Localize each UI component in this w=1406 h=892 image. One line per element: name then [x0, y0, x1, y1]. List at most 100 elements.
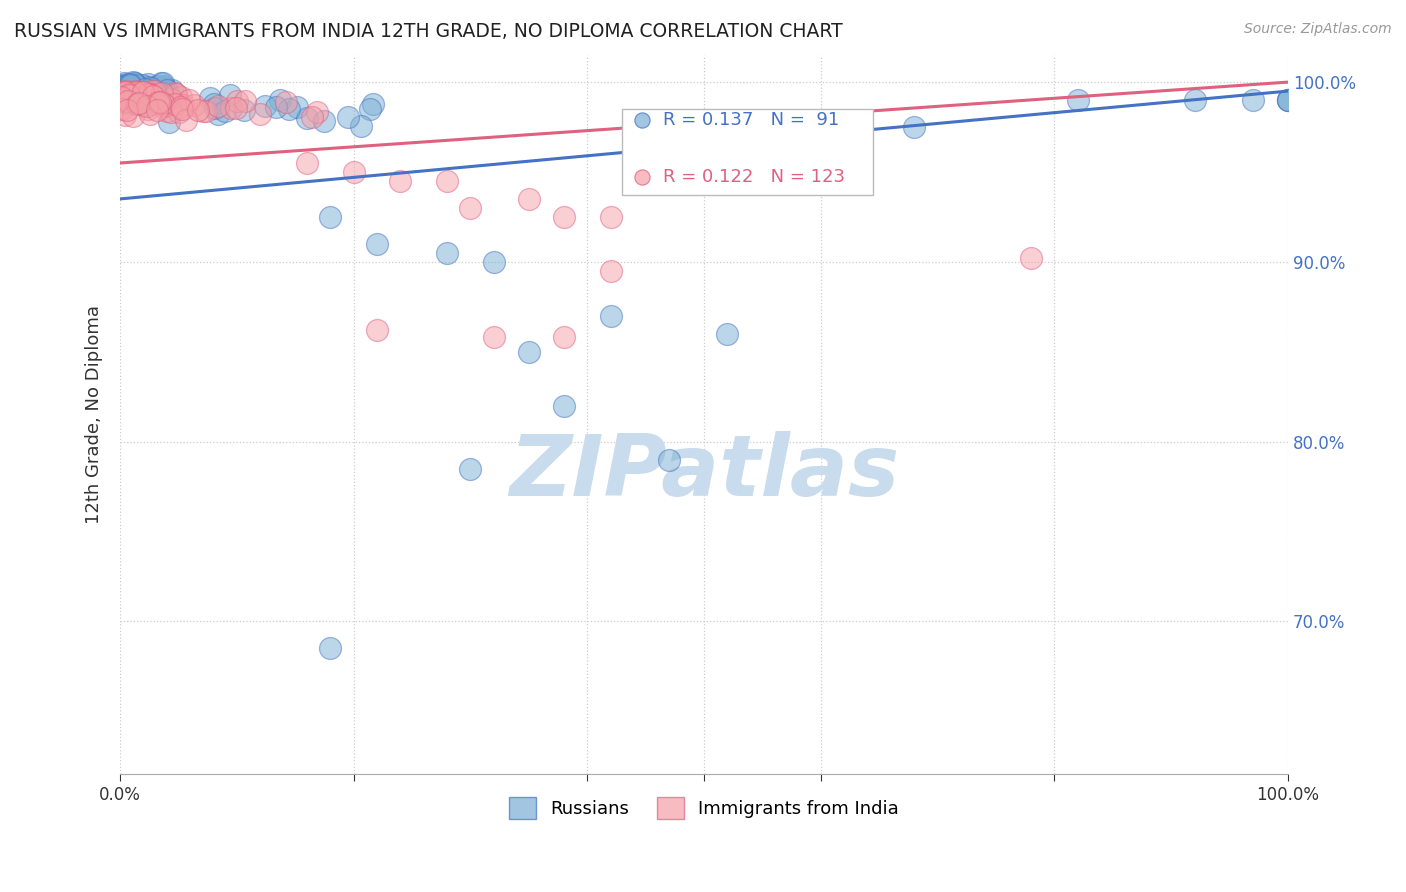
- Point: [1019, 252, 1042, 266]
- Point: [1277, 93, 1299, 107]
- Point: [139, 82, 162, 96]
- Point: [658, 156, 681, 170]
- Point: [131, 78, 153, 92]
- Point: [693, 156, 716, 170]
- Point: [117, 92, 139, 106]
- Point: [162, 93, 184, 107]
- Point: [141, 88, 163, 103]
- Point: [1067, 93, 1090, 107]
- Point: [115, 95, 138, 110]
- Point: [111, 79, 134, 94]
- Point: [207, 107, 229, 121]
- Point: [117, 92, 139, 106]
- Point: [553, 399, 575, 413]
- Point: [152, 76, 174, 90]
- Point: [314, 113, 336, 128]
- Point: [361, 96, 384, 111]
- Point: [152, 96, 174, 111]
- Point: [121, 86, 143, 100]
- Point: [132, 85, 155, 99]
- Point: [122, 79, 145, 94]
- Point: [146, 95, 169, 109]
- Point: [146, 79, 169, 94]
- Point: [112, 84, 135, 98]
- Point: [122, 87, 145, 102]
- Point: [111, 91, 134, 105]
- Point: [117, 92, 139, 106]
- Y-axis label: 12th Grade, No Diploma: 12th Grade, No Diploma: [86, 305, 103, 524]
- Point: [266, 100, 288, 114]
- Point: [305, 105, 328, 120]
- Point: [337, 110, 360, 124]
- Point: [112, 91, 135, 105]
- Point: [117, 103, 139, 117]
- Point: [111, 85, 134, 99]
- Point: [110, 84, 132, 98]
- Point: [553, 210, 575, 224]
- Point: [134, 88, 156, 103]
- Point: [149, 95, 172, 110]
- Point: [1277, 93, 1299, 107]
- Point: [139, 87, 162, 101]
- Point: [121, 93, 143, 107]
- Point: [122, 87, 145, 101]
- Text: R = 0.122   N = 123: R = 0.122 N = 123: [664, 169, 845, 186]
- Point: [200, 91, 222, 105]
- Point: [658, 452, 681, 467]
- Point: [225, 95, 247, 109]
- Point: [125, 97, 148, 112]
- Point: [114, 108, 136, 122]
- Point: [156, 104, 179, 119]
- Point: [115, 78, 138, 93]
- Point: [903, 120, 925, 134]
- Point: [139, 106, 162, 120]
- Point: [202, 97, 225, 112]
- Point: [112, 90, 135, 104]
- Point: [153, 80, 176, 95]
- Point: [117, 94, 139, 108]
- Point: [631, 381, 654, 395]
- Point: [115, 85, 138, 99]
- Point: [114, 87, 136, 102]
- Point: [111, 90, 134, 104]
- Point: [124, 76, 146, 90]
- Point: [115, 79, 138, 94]
- Point: [233, 103, 256, 117]
- Point: [125, 87, 148, 101]
- Point: [249, 107, 271, 121]
- Point: [165, 87, 187, 101]
- Point: [159, 92, 181, 106]
- Point: [128, 87, 150, 101]
- Point: [129, 88, 152, 103]
- Point: [115, 77, 138, 91]
- Point: [143, 85, 166, 99]
- Point: [159, 93, 181, 107]
- Point: [436, 174, 458, 188]
- Point: [148, 86, 170, 100]
- Point: [108, 85, 131, 99]
- Point: [274, 95, 297, 110]
- Point: [148, 92, 170, 106]
- Point: [170, 99, 193, 113]
- Point: [163, 86, 186, 100]
- Point: [118, 85, 141, 99]
- Point: [225, 101, 247, 115]
- Point: [136, 102, 159, 116]
- Point: [114, 95, 136, 110]
- Point: [135, 86, 157, 100]
- FancyBboxPatch shape: [623, 109, 873, 195]
- Point: [221, 101, 243, 115]
- Point: [121, 97, 143, 112]
- Point: [141, 87, 163, 102]
- Point: [122, 109, 145, 123]
- Point: [117, 89, 139, 103]
- Point: [139, 89, 162, 103]
- Point: [148, 96, 170, 111]
- Point: [112, 89, 135, 103]
- Point: [157, 115, 180, 129]
- Point: [136, 88, 159, 103]
- Point: [112, 76, 135, 90]
- Point: [127, 85, 149, 99]
- Point: [115, 86, 138, 100]
- Point: [172, 97, 194, 112]
